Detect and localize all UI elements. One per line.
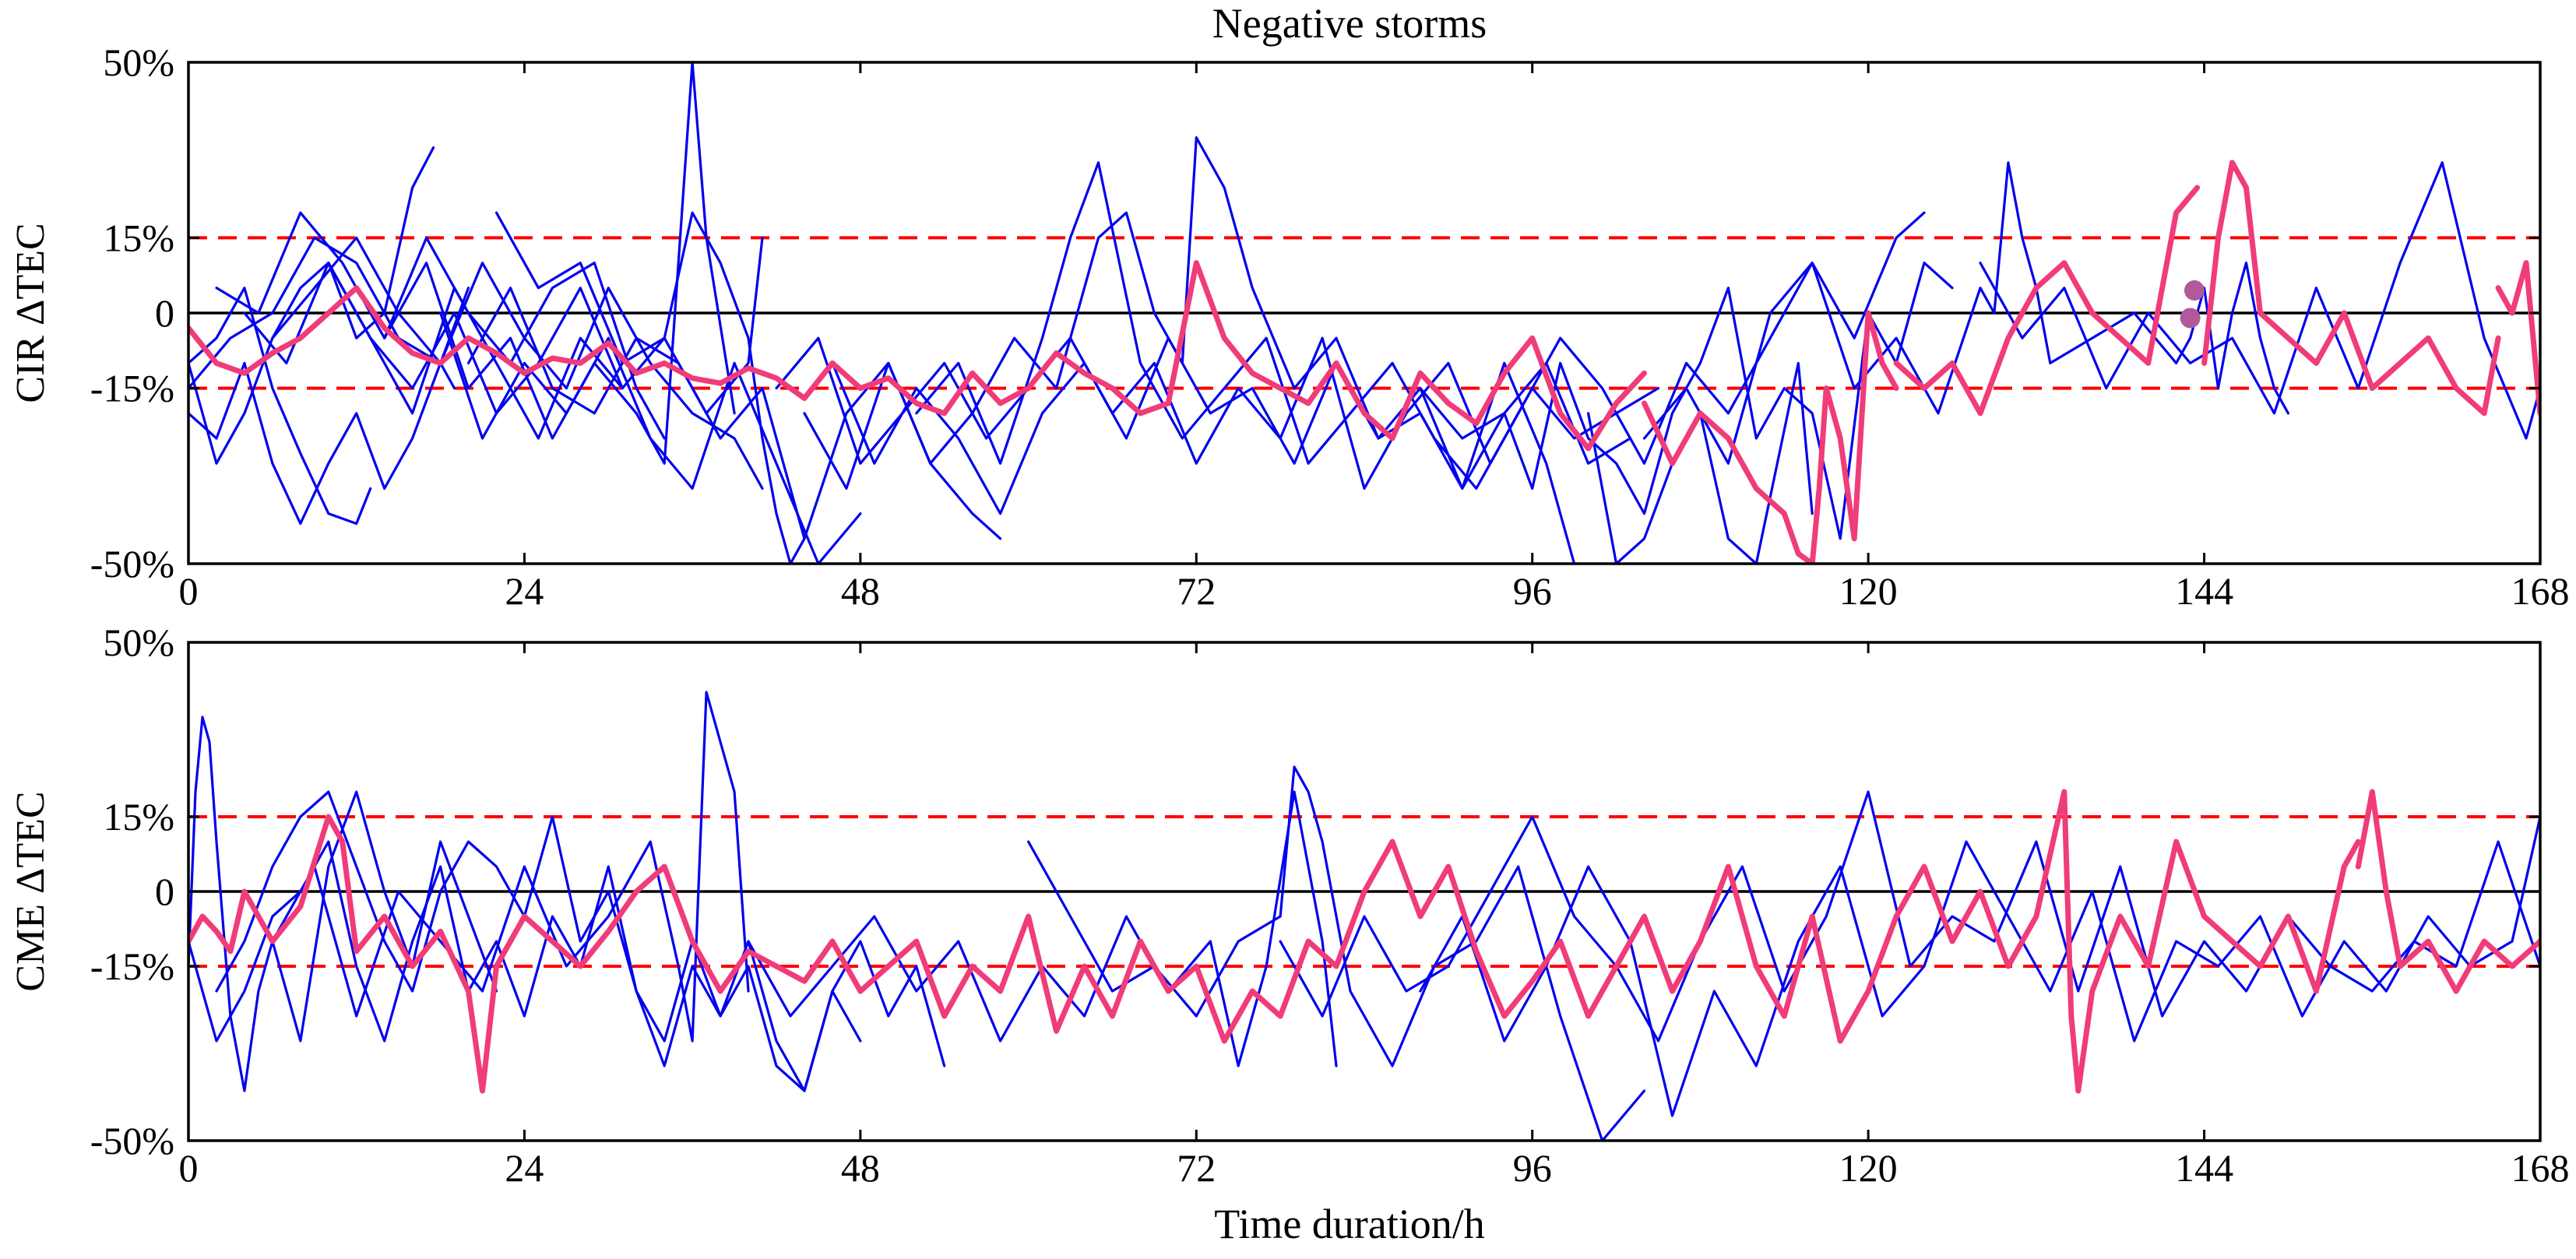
x-tick-label: 72: [1177, 1146, 1216, 1190]
storm-series-line: [188, 287, 372, 526]
y-tick-label: -50%: [90, 542, 174, 586]
data-marker-point: [2184, 280, 2205, 301]
x-axis-label: Time duration/h: [1214, 1201, 1485, 1247]
storm-series-line: [803, 136, 1576, 564]
storm-series-line: [383, 62, 736, 465]
y-tick-label: -15%: [90, 944, 174, 988]
x-tick-label: 48: [841, 569, 880, 613]
x-tick-label: 144: [2175, 1146, 2233, 1190]
storm-series-line: [1979, 161, 2540, 440]
mean-series-line: [2355, 789, 2540, 994]
x-tick-label: 24: [505, 569, 544, 613]
data-marker-point: [2180, 308, 2201, 329]
x-tick-label: 0: [179, 1146, 199, 1190]
x-tick-label: 144: [2175, 569, 2233, 613]
storm-series-line: [215, 211, 666, 440]
mean-series-line: [188, 814, 1871, 1094]
storm-series-line: [271, 236, 764, 491]
mean-series-line: [1642, 310, 1899, 564]
x-tick-label: 168: [2511, 569, 2570, 613]
storm-series-line: [1586, 361, 1814, 564]
x-tick-label: 120: [1839, 569, 1898, 613]
y-tick-label: 0: [155, 870, 174, 913]
chart-panel-cme: 0 24 48 72 96 120 144 168 -50% -15% 0 15% 50% CME ΔTE…: [9, 621, 2570, 1190]
storm-series-line: [438, 311, 862, 564]
y-tick-label: 50%: [103, 621, 174, 664]
storm-series-line: [831, 336, 1632, 515]
x-tick-label: 168: [2511, 1146, 2570, 1190]
storm-series-line: [188, 361, 456, 526]
mean-series-line: [1865, 789, 2361, 1094]
y-tick-label: 15%: [103, 795, 174, 839]
chart-panel-cir: 0 24 48 72 96 120 144 168 -50% -15% 0 15% 50% CIR ΔTE…: [9, 40, 2570, 613]
storm-series-line: [915, 161, 1926, 491]
y-tick-label: -50%: [90, 1119, 174, 1162]
x-tick-label: 72: [1177, 569, 1216, 613]
storm-series-line: [1279, 790, 2540, 1043]
y-tick-label: 0: [155, 291, 174, 335]
mean-series-line: [188, 260, 1647, 452]
x-tick-label: 0: [179, 569, 199, 613]
y-tick-label: 15%: [103, 216, 174, 259]
x-tick-label: 96: [1513, 569, 1552, 613]
storm-series-line: [188, 146, 435, 465]
x-tick-label: 96: [1513, 1146, 1552, 1190]
storm-series-line: [1419, 262, 1954, 540]
plot-area: [188, 62, 2540, 564]
storm-series-line: [494, 211, 806, 564]
mean-series-line: [2495, 260, 2540, 417]
storm-series-line: [1419, 815, 2540, 1117]
storm-series-line: [1026, 765, 1646, 1141]
y-axis-label: CIR ΔTEC: [9, 223, 53, 403]
mean-series-line: [1893, 185, 2201, 417]
mean-series-line: [2201, 160, 2501, 417]
storm-series-line: [215, 790, 946, 1092]
x-tick-label: 48: [841, 1146, 880, 1190]
y-tick-label: 50%: [103, 40, 174, 84]
y-axis-label: CME ΔTEC: [9, 791, 53, 991]
y-tick-label: -15%: [90, 367, 174, 410]
x-tick-label: 24: [505, 1146, 544, 1190]
x-tick-label: 120: [1839, 1146, 1898, 1190]
storm-series-line: [271, 691, 750, 1043]
chart-title: Negative storms: [1212, 0, 1487, 47]
storm-series-line: [327, 236, 764, 415]
plot-area: [188, 691, 2540, 1141]
storm-series-line: [747, 790, 1338, 1067]
